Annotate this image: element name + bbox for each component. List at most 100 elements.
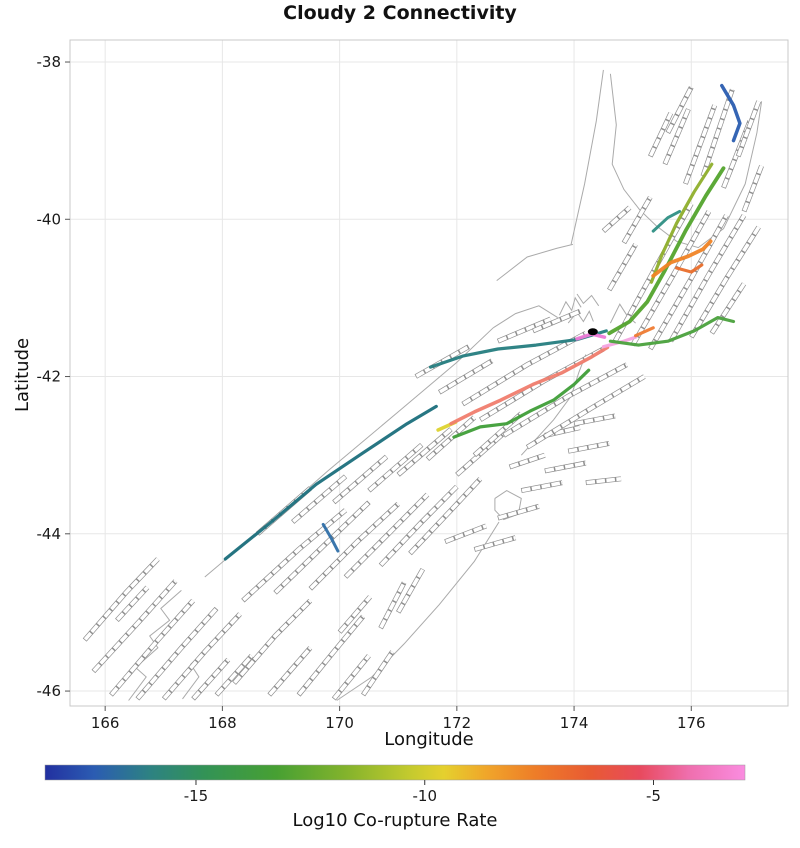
y-axis-ticks: -38 -40 -42 -44 -46 <box>37 53 70 700</box>
rupture-orange-main <box>651 239 713 278</box>
fault-trace-sections <box>701 88 735 177</box>
fault-trace-sections <box>742 165 764 213</box>
fault-trace-sections <box>338 595 372 634</box>
x-axis-label: Longitude <box>384 729 474 750</box>
fault-trace-sections <box>378 581 406 630</box>
fault-trace-sections <box>291 475 347 524</box>
colorbar-label: Log10 Co-rupture Rate <box>292 810 498 831</box>
fault-trace-sections <box>585 477 622 485</box>
fault-trace-sections <box>361 650 394 697</box>
fault-trace-sections <box>631 210 711 347</box>
x-tick-label: 176 <box>677 714 706 732</box>
fault-trace-sections <box>736 100 761 158</box>
rupture-south-blue <box>321 522 340 553</box>
fault-trace-sections <box>332 654 371 701</box>
fault-trace-outline <box>662 108 691 166</box>
plot-border <box>69 39 789 707</box>
fault-trace-sections <box>509 453 546 469</box>
fault-trace-sections <box>473 535 516 552</box>
coastline <box>570 69 604 245</box>
colorbar-gradient <box>44 764 746 781</box>
fault-trace-sections <box>455 431 505 477</box>
x-tick-label: 170 <box>325 714 354 732</box>
fault-trace-sections <box>602 206 631 233</box>
colorbar-tick-label: -10 <box>412 787 437 805</box>
gridlines <box>70 40 788 706</box>
coastline <box>576 293 600 307</box>
fault-trace-sections <box>267 646 312 697</box>
x-axis-ticks: 166 168 170 172 174 176 <box>91 706 706 732</box>
fault-trace-sections <box>397 427 453 477</box>
rupture-teal-ne <box>651 209 682 233</box>
rupture-pink-lavender <box>601 335 638 349</box>
coastline <box>558 296 582 316</box>
fault-trace-sections <box>648 112 673 158</box>
city-marker <box>587 328 598 336</box>
fault-trace-sections <box>461 331 587 406</box>
fault-trace-sections <box>396 568 425 614</box>
fault-trace-sections <box>426 416 476 461</box>
rupture-green-mid <box>452 368 591 439</box>
x-tick-label: 166 <box>91 714 120 732</box>
y-tick-label: -40 <box>37 210 62 228</box>
fault-trace-sections <box>191 658 230 701</box>
x-tick-label: 174 <box>560 714 589 732</box>
rupture-orange-small <box>634 326 655 338</box>
x-tick-label: 172 <box>443 714 472 732</box>
plot-area <box>70 40 788 706</box>
coastline <box>336 521 500 701</box>
colorbar-tick-label: -5 <box>646 787 661 805</box>
coastline <box>496 243 574 281</box>
fault-trace-sections <box>438 359 493 394</box>
fault-trace-sections <box>379 485 459 567</box>
fault-trace-sections <box>92 579 177 673</box>
fault-trace-sections <box>297 615 365 697</box>
fault-trace-sections <box>689 226 761 339</box>
fault-trace-sections <box>309 502 400 591</box>
coastline <box>609 73 763 249</box>
rupture-green-long <box>607 166 726 336</box>
fault-trace-sections <box>273 501 371 595</box>
y-tick-label: -42 <box>37 368 62 386</box>
fault-trace-sections <box>683 104 717 185</box>
fault-trace-sections <box>497 504 540 520</box>
coastline <box>492 305 558 329</box>
fault-trace-sections <box>367 443 423 492</box>
fault-trace-sections <box>532 309 581 333</box>
fault-trace-sections <box>666 86 693 134</box>
fault-trace-sections <box>497 317 552 343</box>
fault-trace-sections <box>607 243 638 291</box>
fault-trace-sections <box>526 374 646 449</box>
colorbar: -15 -10 -5 <box>44 764 746 805</box>
fault-trace-sections <box>622 196 652 244</box>
fault-trace-sections <box>162 612 242 701</box>
rupture-alpine-teal <box>223 404 438 561</box>
fault-trace-sections <box>344 493 429 579</box>
fault-trace-sections <box>567 441 610 453</box>
rupture-paths <box>223 83 742 561</box>
fault-trace-sections <box>115 586 149 622</box>
fault-trace-sections <box>232 599 312 685</box>
fault-trace-sections <box>520 480 563 493</box>
fault-trace-sections <box>544 461 587 473</box>
y-tick-label: -46 <box>37 682 62 700</box>
x-tick-label: 168 <box>208 714 237 732</box>
fault-trace-sections <box>573 414 616 426</box>
rupture-olive-parallel <box>649 162 714 284</box>
rupture-blue-north <box>720 83 742 143</box>
rupture-green-east <box>608 316 736 347</box>
chart-title: Cloudy 2 Connectivity <box>283 2 517 24</box>
colorbar-tick-label: -15 <box>184 787 209 805</box>
fault-trace-sections <box>332 455 388 504</box>
fault-trace-sections <box>109 599 195 697</box>
rupture-orange-branch <box>675 263 704 274</box>
fault-trace-sections <box>669 214 746 343</box>
fault-trace-sections <box>710 282 746 335</box>
fault-trace-sections <box>83 557 160 642</box>
rupture-salmon-hope <box>449 345 610 426</box>
y-tick-label: -38 <box>37 53 62 71</box>
fault-trace-sections <box>136 607 218 701</box>
fault-trace-sections <box>408 477 482 555</box>
